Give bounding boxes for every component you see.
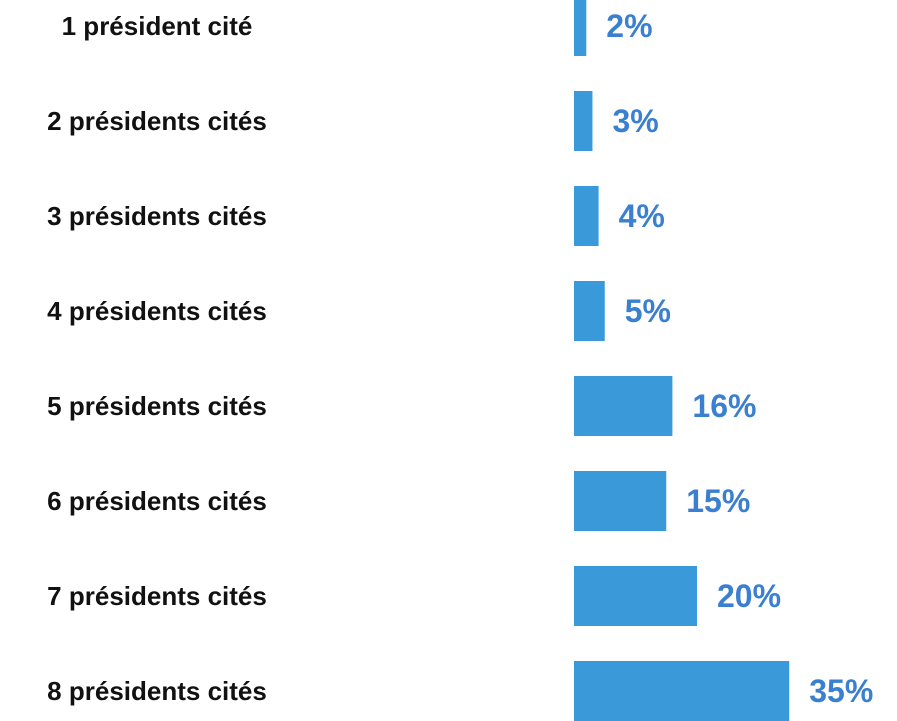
bar [574, 186, 599, 246]
category-labels: 1 président cité 2 présidents cités 3 prés… [47, 11, 267, 706]
value-label: 2% [606, 8, 652, 44]
value-label: 20% [717, 578, 781, 614]
category-label: 1 président cité [62, 11, 253, 41]
value-label: 35% [809, 673, 873, 709]
bar [574, 661, 790, 721]
bar [574, 281, 605, 341]
category-label: 8 présidents cités [47, 676, 267, 706]
category-label: 2 présidents cités [47, 106, 267, 136]
value-label: 3% [612, 103, 658, 139]
value-labels: 2% 3% 4% 5% 16% 15% 20% 35% [606, 8, 873, 709]
bar [574, 471, 667, 531]
bar [574, 566, 697, 626]
category-label: 3 présidents cités [47, 201, 267, 231]
value-label: 15% [686, 483, 750, 519]
bars [574, 0, 790, 721]
value-label: 5% [625, 293, 671, 329]
bar [574, 376, 673, 436]
category-label: 5 présidents cités [47, 391, 267, 421]
category-label: 4 présidents cités [47, 296, 267, 326]
value-label: 16% [692, 388, 756, 424]
bar [574, 91, 593, 151]
category-label: 7 présidents cités [47, 581, 267, 611]
value-label: 4% [619, 198, 665, 234]
bar [574, 0, 587, 56]
category-label: 6 présidents cités [47, 486, 267, 516]
